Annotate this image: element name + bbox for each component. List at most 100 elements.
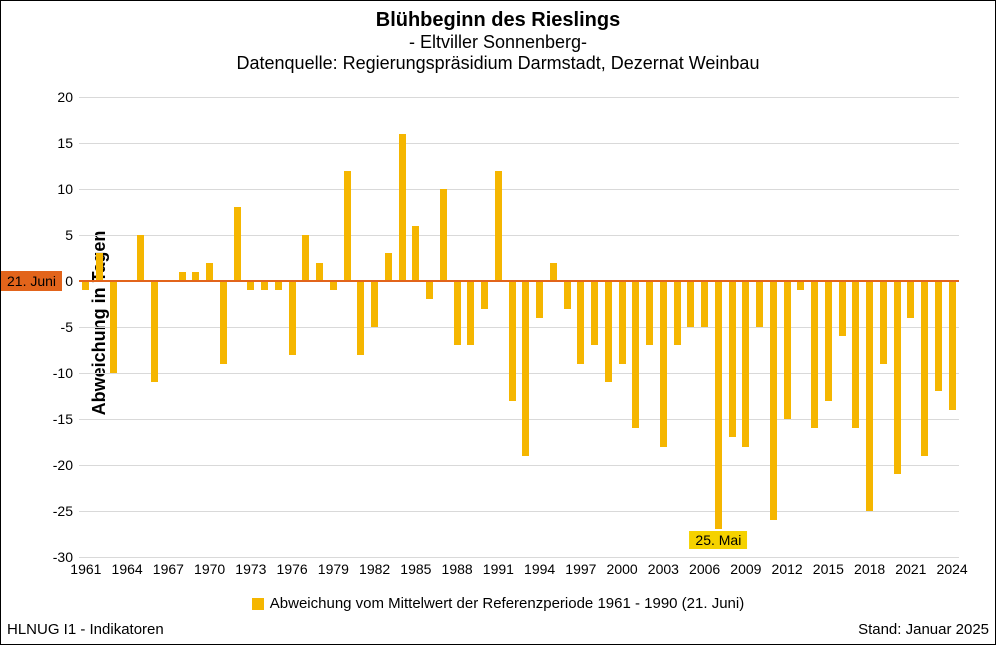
bar — [412, 226, 419, 281]
x-tick-label: 2015 — [813, 561, 844, 577]
footer-left: HLNUG I1 - Indikatoren — [7, 621, 164, 638]
gridline — [79, 143, 959, 144]
y-tick-label: 10 — [57, 181, 73, 197]
bar — [907, 281, 914, 318]
bar — [605, 281, 612, 382]
min-value-badge: 25. Mai — [689, 531, 747, 549]
bar — [921, 281, 928, 456]
x-tick-label: 1985 — [400, 561, 431, 577]
bar — [536, 281, 543, 318]
bar — [82, 281, 89, 290]
chart-subtitle-2: Datenquelle: Regierungspräsidium Darmsta… — [1, 53, 995, 74]
plot-area: 21. Juni -30-25-20-15-10-505101520196119… — [79, 97, 959, 557]
bar — [564, 281, 571, 309]
bar — [261, 281, 268, 290]
y-tick-label: -15 — [53, 411, 73, 427]
bar — [591, 281, 598, 345]
bar — [880, 281, 887, 364]
bar — [770, 281, 777, 520]
y-tick-label: 0 — [65, 273, 73, 289]
bar — [632, 281, 639, 428]
gridline — [79, 511, 959, 512]
gridline — [79, 557, 959, 558]
bar — [509, 281, 516, 401]
bar — [426, 281, 433, 299]
bar — [399, 134, 406, 281]
footer-right: Stand: Januar 2025 — [858, 621, 989, 638]
x-tick-label: 1988 — [442, 561, 473, 577]
bar — [234, 207, 241, 281]
legend-swatch — [252, 598, 264, 610]
x-tick-label: 2012 — [772, 561, 803, 577]
bar — [151, 281, 158, 382]
y-tick-label: 20 — [57, 89, 73, 105]
bar — [701, 281, 708, 327]
bar — [839, 281, 846, 336]
gridline — [79, 235, 959, 236]
bar — [467, 281, 474, 345]
bar — [110, 281, 117, 373]
bar — [687, 281, 694, 327]
reference-line-badge: 21. Juni — [1, 271, 62, 291]
bar — [825, 281, 832, 401]
bar — [206, 263, 213, 281]
chart-title: Blühbeginn des Rieslings — [1, 9, 995, 32]
bar — [137, 235, 144, 281]
bar — [852, 281, 859, 428]
bar — [619, 281, 626, 364]
x-tick-label: 2000 — [607, 561, 638, 577]
y-tick-label: -25 — [53, 503, 73, 519]
y-tick-label: -5 — [61, 319, 73, 335]
y-tick-label: 5 — [65, 227, 73, 243]
x-tick-label: 1970 — [194, 561, 225, 577]
bar — [330, 281, 337, 290]
x-tick-label: 2006 — [689, 561, 720, 577]
x-tick-label: 1994 — [524, 561, 555, 577]
y-tick-label: -20 — [53, 457, 73, 473]
x-tick-label: 1964 — [112, 561, 143, 577]
x-tick-label: 2009 — [730, 561, 761, 577]
bar — [715, 281, 722, 529]
bar — [784, 281, 791, 419]
bar — [742, 281, 749, 447]
bar — [357, 281, 364, 355]
bar — [522, 281, 529, 456]
x-tick-label: 1982 — [359, 561, 390, 577]
x-tick-label: 2021 — [895, 561, 926, 577]
bar — [674, 281, 681, 345]
bar — [949, 281, 956, 410]
bar — [660, 281, 667, 447]
bar — [894, 281, 901, 474]
bar — [371, 281, 378, 327]
bar — [756, 281, 763, 327]
x-tick-label: 1976 — [277, 561, 308, 577]
bar — [797, 281, 804, 290]
title-block: Blühbeginn des Rieslings - Eltviller Son… — [1, 1, 995, 74]
legend: Abweichung vom Mittelwert der Referenzpe… — [1, 595, 995, 612]
x-tick-label: 1997 — [565, 561, 596, 577]
y-tick-label: -10 — [53, 365, 73, 381]
bar — [811, 281, 818, 428]
x-tick-label: 2024 — [937, 561, 968, 577]
gridline — [79, 465, 959, 466]
bar — [495, 171, 502, 281]
x-tick-label: 1991 — [483, 561, 514, 577]
zero-reference-line — [79, 280, 959, 282]
x-tick-label: 1973 — [235, 561, 266, 577]
bar — [550, 263, 557, 281]
y-tick-label: 15 — [57, 135, 73, 151]
gridline — [79, 97, 959, 98]
x-tick-label: 1979 — [318, 561, 349, 577]
bar — [935, 281, 942, 391]
chart-subtitle-1: - Eltviller Sonnenberg- — [1, 32, 995, 53]
bar — [866, 281, 873, 511]
x-tick-label: 2003 — [648, 561, 679, 577]
bar — [646, 281, 653, 345]
bar — [577, 281, 584, 364]
bar — [96, 253, 103, 281]
legend-text: Abweichung vom Mittelwert der Referenzpe… — [270, 595, 744, 612]
x-tick-label: 2018 — [854, 561, 885, 577]
bar — [440, 189, 447, 281]
x-tick-label: 1967 — [153, 561, 184, 577]
bar — [729, 281, 736, 437]
